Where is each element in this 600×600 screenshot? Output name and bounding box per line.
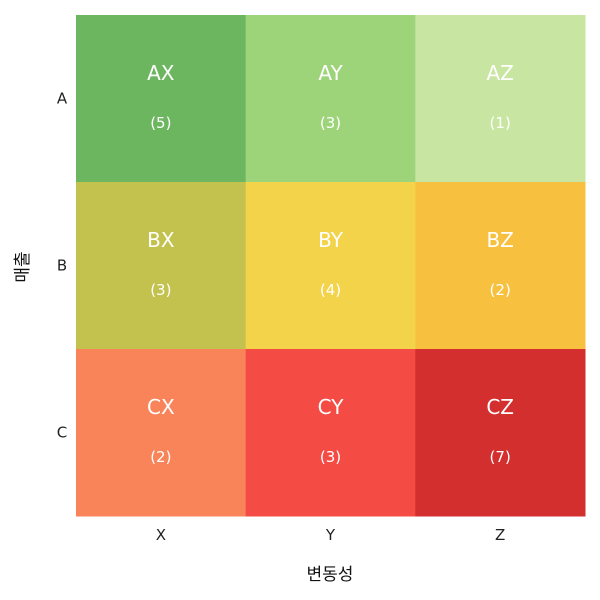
matrix-cell-by [245, 182, 416, 350]
cell-label-bz: BZ [486, 228, 513, 252]
cell-count-ax: (5) [150, 114, 171, 132]
matrix-cells: AX (5) AY (3) AZ (1) BX (3) BY (4) BZ (2) CX (2) CY (3)… [76, 15, 586, 517]
x-tick-z: Z [495, 526, 505, 544]
cell-label-bx: BX [147, 228, 175, 252]
matrix-cell-cy [245, 349, 416, 517]
cell-count-bz: (2) [490, 281, 511, 299]
cell-count-ay: (3) [320, 114, 341, 132]
cell-label-az: AZ [486, 61, 513, 85]
cell-label-ax: AX [147, 61, 175, 85]
y-tick-a: A [57, 90, 68, 108]
cell-count-cy: (3) [320, 448, 341, 466]
x-axis-title: 변동성 [307, 565, 354, 585]
cell-count-cx: (2) [150, 448, 171, 466]
matrix-cell-cx [76, 349, 247, 517]
y-axis-title: 매출 [13, 251, 33, 282]
cell-count-az: (1) [490, 114, 511, 132]
cell-count-bx: (3) [150, 281, 171, 299]
matrix-cell-bz [415, 182, 586, 350]
y-tick-b: B [57, 257, 67, 275]
matrix-cell-ax [76, 15, 247, 183]
y-tick-labels: A B C [57, 90, 68, 442]
matrix-cell-az [415, 15, 586, 183]
cell-label-cy: CY [318, 395, 345, 419]
y-tick-c: C [57, 424, 67, 442]
cell-label-cx: CX [147, 395, 175, 419]
cell-label-cz: CZ [486, 395, 514, 419]
matrix-cell-cz [415, 349, 586, 517]
x-tick-x: X [156, 526, 166, 544]
matrix-cell-bx [76, 182, 247, 350]
cell-count-by: (4) [320, 281, 341, 299]
x-tick-y: Y [325, 526, 336, 544]
matrix-cell-ay [245, 15, 416, 183]
x-tick-labels: X Y Z [156, 526, 506, 544]
cell-label-ay: AY [318, 61, 343, 85]
cell-count-cz: (7) [490, 448, 511, 466]
cell-label-by: BY [318, 228, 344, 252]
